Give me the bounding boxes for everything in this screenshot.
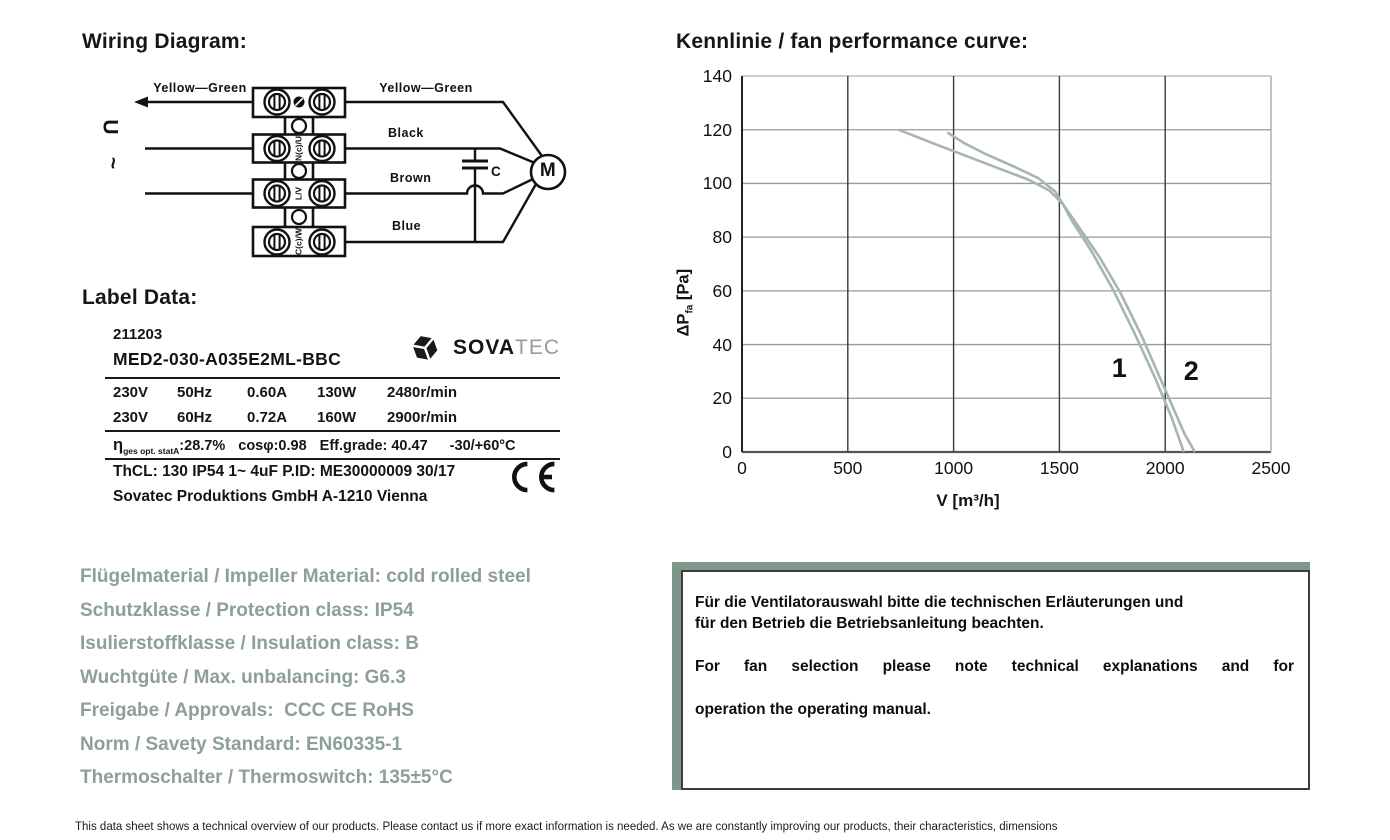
wire-label-blue: Blue — [392, 219, 422, 233]
arrow-left-icon — [134, 96, 148, 108]
brand-name: SOVATEC — [453, 336, 560, 360]
x-tick-1500: 1500 — [1039, 458, 1079, 478]
rating-power: 160W — [317, 409, 357, 426]
spec-safety-standard: Norm / Savety Standard: EN60335-1 — [80, 733, 403, 755]
footer-disclaimer: This data sheet shows a technical overvi… — [75, 821, 1058, 833]
y-tick-120: 120 — [702, 119, 732, 140]
y-tick-140: 140 — [702, 66, 732, 86]
black-wire — [345, 147, 536, 165]
brand-name-bold: SOVA — [453, 336, 515, 359]
x-tick-1000: 1000 — [934, 458, 974, 478]
company-line: Sovatec Produktions GmbH A-1210 Vienna — [113, 488, 428, 505]
label-plate: 211203 MED2-030-A035E2ML-BBC SOVATEC 230… — [105, 318, 560, 514]
note-box-top-bar — [672, 562, 1310, 570]
y-tick-20: 20 — [712, 388, 732, 409]
rating-current: 0.60A — [247, 384, 288, 401]
spec-insulation-class: Isulierstoffklasse / Insulation class: B — [80, 633, 419, 654]
eta-subscript: ges opt. statA — [123, 445, 180, 456]
blue-wire — [345, 183, 538, 244]
rating-voltage: 230V — [113, 384, 149, 401]
note-german-line2: für den Betrieb die Betriebsanleitung be… — [695, 615, 1044, 633]
note-box: Für die Ventilatorauswahl bitte die tech… — [672, 562, 1310, 790]
motor-symbol — [529, 153, 567, 191]
label-data-heading: Label Data: — [82, 286, 198, 309]
wiring-diagram-svg — [134, 86, 567, 258]
capacitor-symbol — [462, 148, 488, 242]
x-tick-500: 500 — [833, 458, 863, 478]
motor-label: M — [539, 160, 557, 181]
serial-number: 211203 — [113, 326, 163, 343]
supply-ac-symbol: ~ — [101, 156, 125, 170]
sovatec-logo-icon — [409, 333, 441, 364]
rating-current: 0.72A — [247, 409, 288, 426]
fan-curve-2 — [946, 131, 1196, 453]
wire-label-black: Black — [388, 126, 424, 140]
spec-unbalancing: Wuchtgüte / Max. unbalancing: G6.3 — [80, 666, 406, 688]
curve-annotation-2: 2 — [1183, 356, 1199, 387]
eff-grade-value: Eff.grade: 40.47 — [319, 438, 428, 454]
fan-performance-chart-svg — [741, 75, 1272, 454]
y-tick-40: 40 — [712, 334, 732, 355]
supply-voltage-symbol: U — [98, 119, 122, 135]
fan-performance-chart: ΔPfa [Pa] V [m³/h] 0 20 40 60 80 100 120 140 0 50… — [660, 60, 1350, 530]
rating-speed: 2480r/min — [387, 384, 458, 401]
ground-wire-right — [345, 100, 543, 157]
x-tick-2000: 2000 — [1145, 458, 1185, 478]
eta-value: :28.7% — [179, 438, 226, 454]
plate-divider-3 — [105, 458, 560, 460]
wiring-diagram-heading: Wiring Diagram: — [82, 30, 247, 53]
terminal-label-n: N(c)/U — [293, 135, 304, 162]
brand-name-light: TEC — [515, 336, 560, 359]
note-german: Für die Ventilatorauswahl bitte die tech… — [695, 592, 1294, 635]
rating-frequency: 60Hz — [177, 409, 213, 426]
chart-title: Kennlinie / fan performance curve: — [676, 30, 1029, 53]
plate-divider-2 — [105, 430, 560, 432]
eta-symbol: η — [113, 436, 124, 454]
brand-logo: SOVATEC — [405, 328, 560, 368]
ground-terminal-icon — [293, 96, 305, 108]
y-tick-80: 80 — [712, 227, 732, 248]
spec-thermoswitch: Thermoschalter / Thermoswitch: 135±5°C — [80, 767, 453, 788]
wire-label-yellow-green-right: Yellow—Green — [379, 81, 473, 95]
rating-voltage: 230V — [113, 409, 149, 426]
wire-label-yellow-green-left: Yellow—Green — [153, 81, 247, 95]
terminal-screws — [263, 88, 336, 256]
spec-approvals: Freigabe / Approvals: CCC CE RoHS — [80, 700, 414, 721]
ce-mark-icon — [512, 461, 555, 493]
note-box-body: Für die Ventilatorauswahl bitte die tech… — [681, 570, 1310, 790]
efficiency-row: ηges opt. statA:28.7% cosφ:0.98 Eff.grade:… — [113, 436, 516, 456]
x-tick-0: 0 — [737, 458, 747, 478]
x-axis-title: V [m³/h] — [936, 491, 1000, 510]
y-tick-0: 0 — [722, 442, 732, 462]
wire-label-brown: Brown — [390, 171, 432, 185]
x-tick-2500: 2500 — [1251, 458, 1291, 478]
specs-list: Flügelmaterial / Impeller Material: cold… — [80, 560, 670, 795]
spec-protection-class: Schutzklasse / Protection class: IP54 — [80, 599, 414, 621]
rating-power: 130W — [317, 384, 357, 401]
wiring-diagram: Yellow—Green Yellow—Green Black Brown Bl… — [98, 75, 600, 275]
temp-range-value: -30/+60°C — [449, 438, 516, 454]
curve-annotation-1: 1 — [1111, 353, 1127, 384]
note-german-line1: Für die Ventilatorauswahl bitte die tech… — [695, 594, 1184, 611]
capacitor-label: C — [491, 164, 502, 179]
terminal-label-l: L/V — [293, 186, 304, 201]
rating-speed: 2900r/min — [387, 409, 458, 426]
terminal-label-c: C(c)/W — [293, 228, 304, 255]
note-english-line2: operation the operating manual. — [695, 700, 931, 718]
spec-impeller-material: Flügelmaterial / Impeller Material: cold… — [80, 566, 531, 587]
note-english: For fan selection please note technical … — [695, 656, 1294, 720]
plate-divider-1 — [105, 377, 560, 379]
y-tick-100: 100 — [702, 173, 732, 194]
protection-line: ThCL: 130 IP54 1~ 4uF P.ID: ME30000009 3… — [113, 463, 456, 480]
brown-wire — [345, 177, 534, 195]
note-english-line1: For fan selection please note technical … — [695, 657, 1294, 675]
cosphi-value: cosφ:0.98 — [238, 438, 307, 454]
model-number: MED2-030-A035E2ML-BBC — [113, 349, 342, 369]
y-tick-60: 60 — [712, 280, 732, 301]
rating-frequency: 50Hz — [177, 384, 213, 401]
note-box-left-bar — [672, 562, 681, 790]
